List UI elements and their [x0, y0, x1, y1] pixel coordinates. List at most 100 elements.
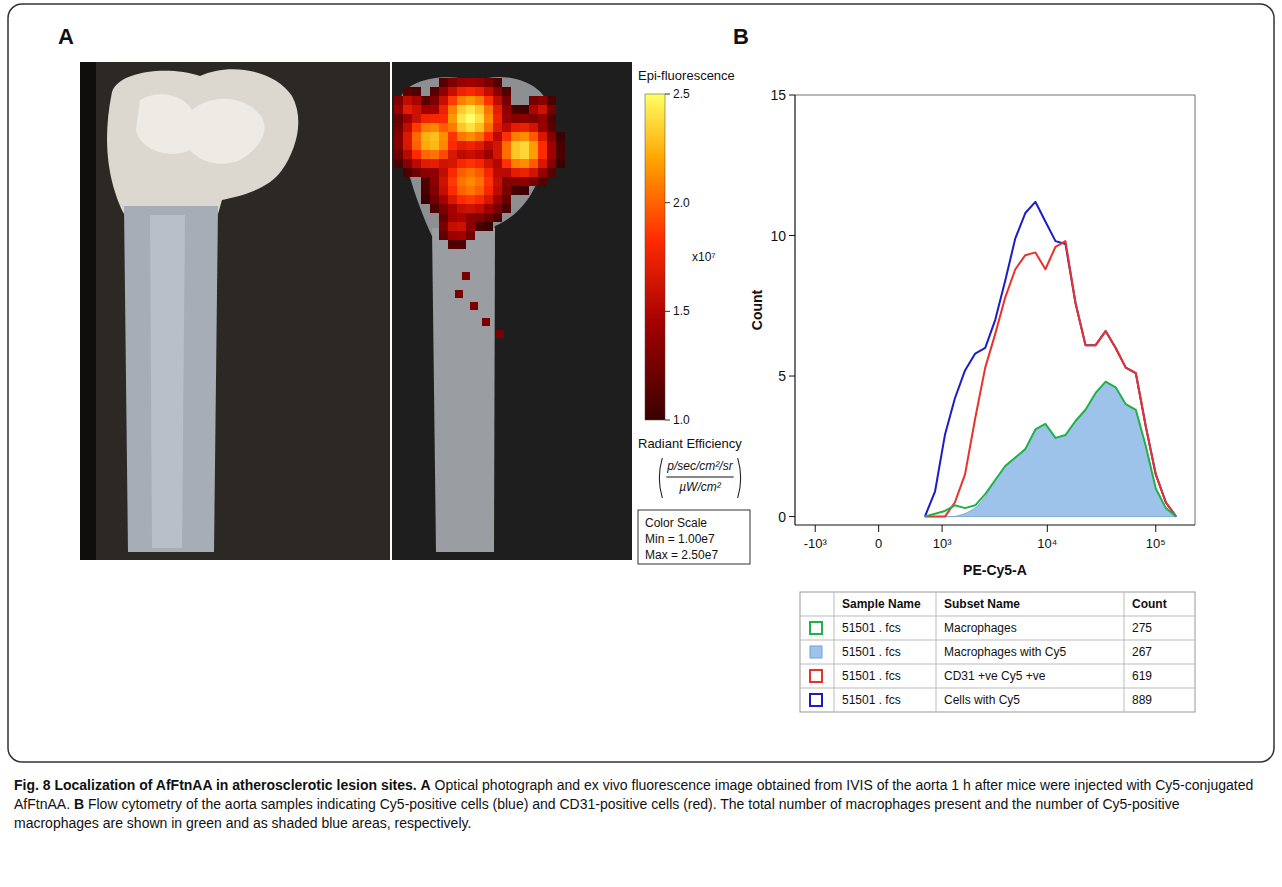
caption-letter: B	[74, 796, 84, 812]
fluorescence-pixel	[556, 150, 565, 159]
fluorescence-pixel	[439, 96, 448, 105]
fluorescence-pixel	[484, 96, 493, 105]
fluorescence-pixel	[484, 87, 493, 96]
colorbar-title: Epi-fluorescence	[638, 68, 735, 83]
legend-entry: Macrophages with Cy5	[944, 645, 1066, 659]
histogram-line	[925, 241, 1176, 516]
fluorescence-pixel	[430, 114, 439, 123]
fluorescence-pixel	[538, 123, 547, 132]
fluorescence-pixel	[502, 204, 511, 213]
caption-letter: A	[421, 777, 431, 793]
fluorescence-pixel	[493, 150, 502, 159]
fluorescence-pixel	[520, 105, 529, 114]
fluorescence-pixel	[394, 114, 403, 123]
fluorescence-pixel	[412, 114, 421, 123]
color-scale-min: Min = 1.00e7	[645, 532, 715, 546]
fluorescence-pixel	[421, 114, 430, 123]
fluorescence-pixel	[412, 150, 421, 159]
table-count: 889	[1132, 693, 1152, 707]
fluorescence-pixel	[466, 123, 475, 132]
colorbar-tick-label: 1.0	[673, 413, 690, 427]
fluorescence-pixel	[475, 195, 484, 204]
fluorescence-pixel	[502, 195, 511, 204]
fluorescence-pixel	[457, 204, 466, 213]
fluorescence-pixel	[466, 78, 475, 87]
fluorescence-pixel	[439, 78, 448, 87]
fluorescence-pixel	[475, 141, 484, 150]
paren	[659, 458, 662, 498]
fluorescence-pixel	[466, 222, 475, 231]
fluorescence-pixel	[529, 114, 538, 123]
table-count: 275	[1132, 621, 1152, 635]
fluorescence-pixel	[466, 213, 475, 222]
fluorescence-pixel	[511, 177, 520, 186]
fluorescence-pixel	[457, 114, 466, 123]
fluorescence-pixel	[538, 177, 547, 186]
fluorescence-pixel	[457, 222, 466, 231]
aortic-arch	[107, 69, 298, 214]
fluorescence-pixel	[502, 96, 511, 105]
fluorescence-pixel	[493, 195, 502, 204]
fluorescence-pixel	[502, 132, 511, 141]
table-sample: 51501 . fcs	[842, 645, 901, 659]
fluorescence-pixel	[493, 213, 502, 222]
fluorescence-pixel	[484, 141, 493, 150]
legend-swatch	[810, 670, 822, 682]
color-scale-box	[638, 510, 750, 564]
figure-svg: ABEpi-fluorescence1.01.52.02.5x10⁷Radian…	[0, 0, 1282, 770]
fluorescence-pixel	[403, 150, 412, 159]
fluorescence-pixel	[439, 159, 448, 168]
fluorescence-pixel	[430, 168, 439, 177]
fluorescence-pixel	[430, 195, 439, 204]
fluorescence-pixel	[430, 204, 439, 213]
fluorescence-pixel	[448, 231, 457, 240]
y-tick	[789, 376, 795, 377]
fluorescence-pixel	[457, 132, 466, 141]
colorbar	[645, 94, 665, 420]
fluorescence-pixel	[520, 177, 529, 186]
fluorescence-pixel	[529, 96, 538, 105]
caption-text: Flow cytometry of the aorta samples indi…	[14, 796, 1179, 831]
table-rule	[800, 688, 1195, 689]
fluorescence-pixel	[439, 222, 448, 231]
fluorescence-pixel	[475, 222, 484, 231]
unit-numerator: p/sec/cm²/sr	[666, 459, 733, 473]
descending-aorta	[124, 206, 218, 552]
fluorescence-pixel	[457, 213, 466, 222]
fluorescence-pixel	[421, 159, 430, 168]
fluorescence-pixel	[511, 114, 520, 123]
fluorescence-pixel	[484, 150, 493, 159]
fluorescence-pixel	[448, 204, 457, 213]
fluorescence-pixel	[511, 141, 520, 150]
fluorescence-pixel	[484, 159, 493, 168]
colorbar-multiplier: x10⁷	[692, 250, 716, 264]
fluorescence-pixel	[439, 177, 448, 186]
panel-letter: B	[733, 24, 749, 49]
fluorescence-pixel	[457, 105, 466, 114]
y-tick-label: 0	[778, 509, 786, 525]
fluorescence-pixel	[412, 159, 421, 168]
fluorescence-pixel	[457, 96, 466, 105]
table-rule	[834, 592, 835, 712]
fluorescence-pixel	[403, 114, 412, 123]
ivis-aortic-arch	[400, 77, 551, 236]
fluorescence-pixel	[466, 231, 475, 240]
fluorescence-pixel	[493, 186, 502, 195]
fluorescence-pixel	[439, 141, 448, 150]
y-tick-label: 5	[778, 368, 786, 384]
legend-entry: Cells with Cy5	[944, 693, 1020, 707]
fluorescence-pixel	[421, 195, 430, 204]
fluorescence-pixel	[475, 213, 484, 222]
y-axis	[794, 95, 795, 525]
fluorescence-pixel	[448, 141, 457, 150]
fluorescence-pixel	[475, 78, 484, 87]
plot-data	[925, 202, 1176, 517]
fluorescence-pixel	[502, 150, 511, 159]
table-count: 619	[1132, 669, 1152, 683]
fluorescence-pixel	[448, 132, 457, 141]
x-tick-label: 0	[875, 536, 882, 551]
x-tick	[1047, 525, 1048, 532]
fluorescence-pixel	[421, 150, 430, 159]
fluorescence-pixel	[484, 222, 493, 231]
fluorescence-pixel	[466, 114, 475, 123]
